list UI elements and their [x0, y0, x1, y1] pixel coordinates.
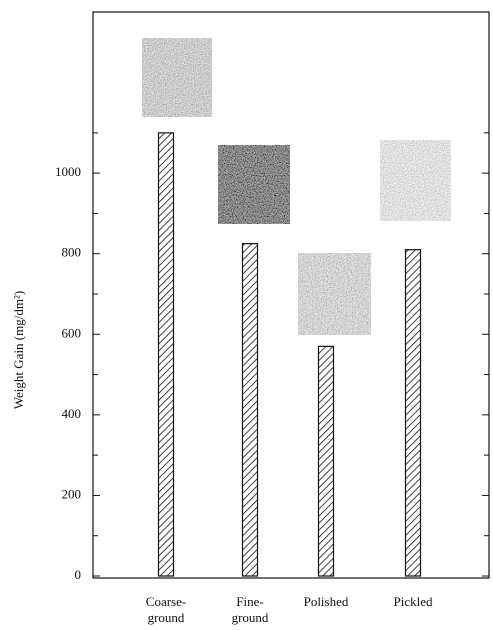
- sample-image: [298, 253, 371, 335]
- x-tick-label: ground: [232, 610, 269, 625]
- x-tick-label: ground: [148, 610, 185, 625]
- bar: [157, 132, 175, 577]
- y-tick-label: 1000: [55, 164, 81, 179]
- sample-image: [218, 145, 290, 224]
- y-tick-label: 0: [75, 567, 82, 582]
- bar: [241, 243, 259, 577]
- x-tick-label: Coarse-: [146, 594, 186, 609]
- bar: [317, 345, 335, 577]
- sample-image: [142, 38, 212, 117]
- sample-image: [380, 140, 451, 221]
- x-tick-label: Polished: [304, 594, 349, 609]
- y-tick-label: 800: [62, 245, 82, 260]
- y-axis-label: Weight Gain (mg/dm²): [11, 291, 26, 409]
- y-tick-label: 400: [62, 406, 82, 421]
- x-tick-label: Pickled: [394, 594, 433, 609]
- y-tick-label: 600: [62, 325, 82, 340]
- bar: [404, 249, 422, 577]
- plot-frame: [92, 11, 490, 579]
- y-tick-label: 200: [62, 486, 82, 501]
- x-tick-label: Fine-: [236, 594, 263, 609]
